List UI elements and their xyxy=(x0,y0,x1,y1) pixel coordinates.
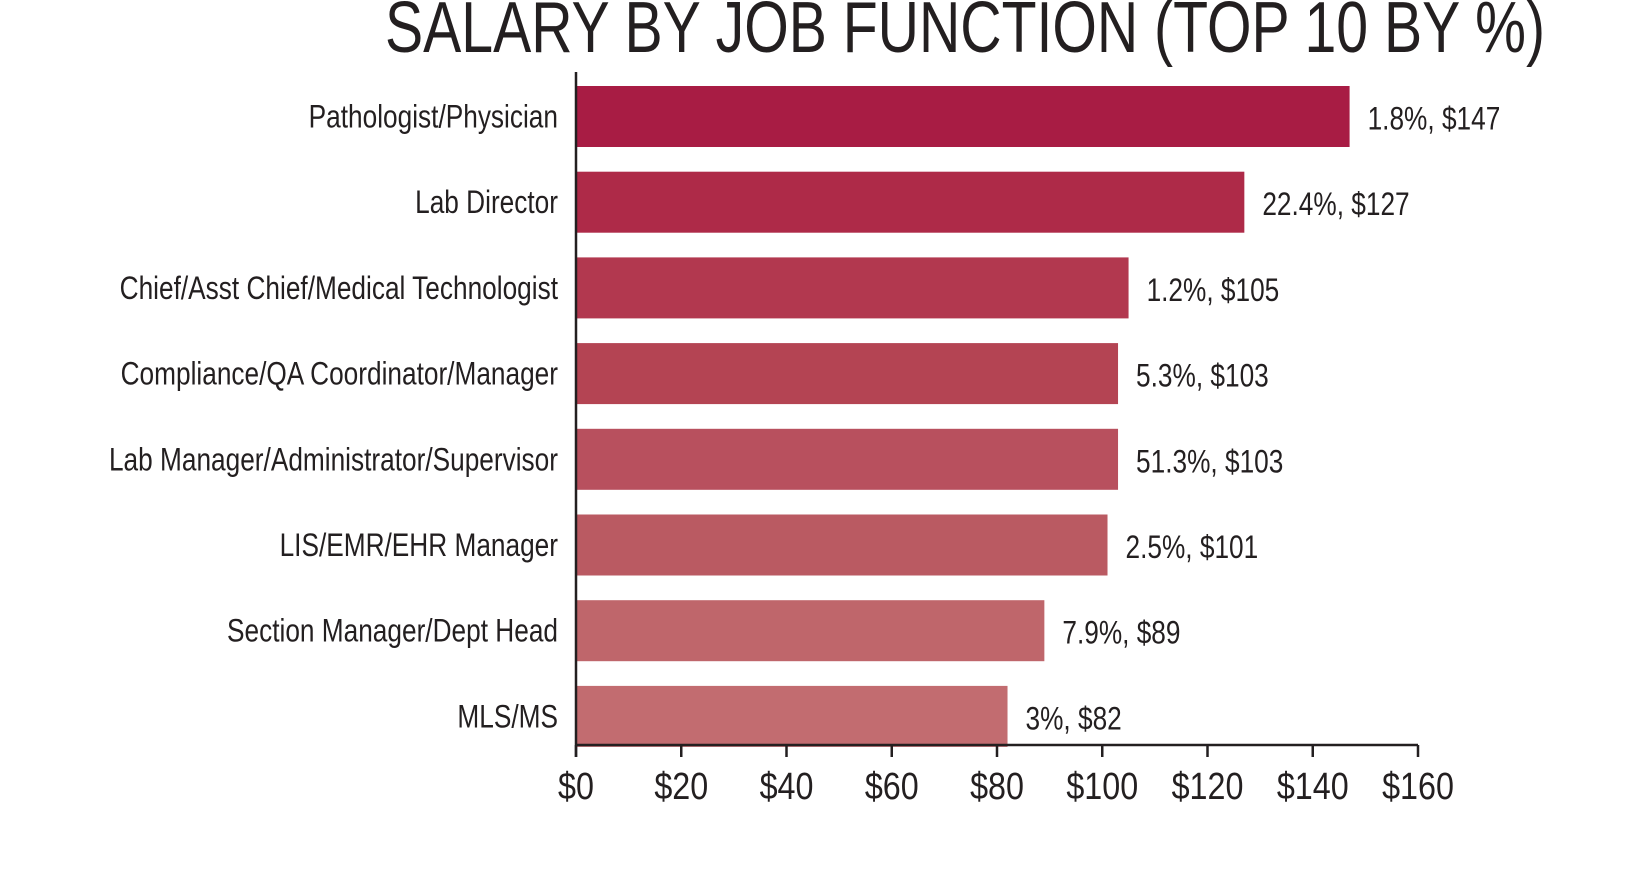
bar xyxy=(576,600,1045,662)
chart-title: SALARY BY JOB FUNCTION (TOP 10 BY %) xyxy=(385,0,1545,68)
x-tick-label: $20 xyxy=(654,766,708,808)
category-label: Lab Manager/Administrator/Supervisor xyxy=(109,443,558,478)
data-labels: 1.8%, $147 22.4%, $127 1.2%, $105 5.3%, $10… xyxy=(1026,102,1501,737)
x-tick-label: $160 xyxy=(1382,766,1454,808)
x-tick-label: $60 xyxy=(865,766,919,808)
data-label: 51.3%, $103 xyxy=(1136,445,1283,480)
category-label: Lab Director xyxy=(415,186,558,221)
x-tick-label: $140 xyxy=(1277,766,1349,808)
bars xyxy=(576,86,1350,747)
data-label: 2.5%, $101 xyxy=(1126,531,1259,566)
data-label: 1.2%, $105 xyxy=(1147,274,1280,309)
data-label: 3%, $82 xyxy=(1026,702,1122,737)
x-tick-label: $0 xyxy=(558,766,594,808)
category-label: LIS/EMR/EHR Manager xyxy=(280,529,559,564)
x-tick-label: $80 xyxy=(970,766,1024,808)
bar xyxy=(576,428,1119,490)
bar xyxy=(576,685,1008,747)
x-tick-label: $40 xyxy=(760,766,814,808)
data-label: 5.3%, $103 xyxy=(1136,359,1269,394)
bar xyxy=(576,343,1119,405)
data-label: 7.9%, $89 xyxy=(1062,616,1180,651)
category-label: Compliance/QA Coordinator/Manager xyxy=(121,357,559,392)
x-tick-label: $120 xyxy=(1172,766,1244,808)
category-labels: Pathologist/Physician Lab Director Chief/A… xyxy=(109,100,558,735)
bar xyxy=(576,257,1129,319)
category-label: MLS/MS xyxy=(457,700,558,735)
data-label: 22.4%, $127 xyxy=(1262,188,1409,223)
bar xyxy=(576,171,1245,233)
bar xyxy=(576,514,1108,576)
category-label: Chief/Asst Chief/Medical Technologist xyxy=(120,272,558,307)
bar xyxy=(576,86,1350,147)
x-tick-label: $100 xyxy=(1066,766,1138,808)
category-label: Section Manager/Dept Head xyxy=(227,614,558,649)
category-label: Pathologist/Physician xyxy=(309,100,558,135)
x-axis: $0 $20 $40 $60 $80 $100 $120 $140 $160 xyxy=(558,72,1454,808)
data-label: 1.8%, $147 xyxy=(1368,102,1501,137)
